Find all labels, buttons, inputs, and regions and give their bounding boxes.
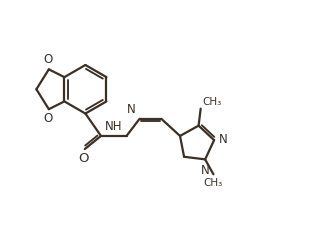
Text: CH₃: CH₃ bbox=[204, 178, 223, 188]
Text: O: O bbox=[78, 152, 89, 165]
Text: N: N bbox=[201, 164, 209, 177]
Text: O: O bbox=[43, 112, 52, 125]
Text: O: O bbox=[43, 53, 52, 66]
Text: N: N bbox=[127, 103, 136, 116]
Text: NH: NH bbox=[105, 120, 122, 133]
Text: CH₃: CH₃ bbox=[202, 97, 221, 107]
Text: N: N bbox=[219, 133, 227, 146]
